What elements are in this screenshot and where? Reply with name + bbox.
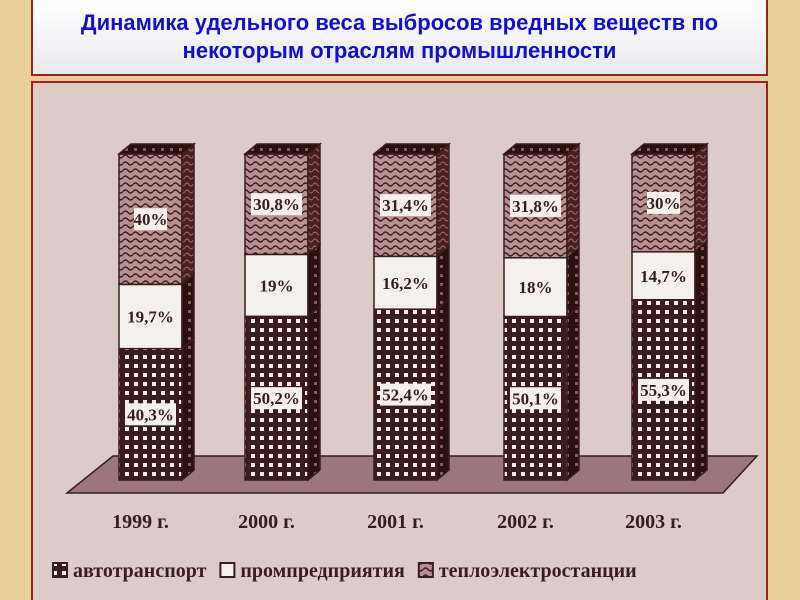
legend-swatch — [52, 562, 68, 578]
bar-side — [694, 142, 708, 254]
bar-side — [566, 142, 580, 260]
data-label: 40,3% — [127, 405, 174, 424]
legend-swatch — [219, 562, 236, 578]
data-label: 50,2% — [253, 389, 300, 408]
bar-side — [307, 304, 321, 482]
legend-label: промпредприятия — [240, 560, 405, 582]
bar-top — [371, 143, 452, 155]
bar-side — [307, 242, 321, 318]
data-label: 52,4% — [382, 386, 429, 405]
bar-side — [181, 337, 195, 482]
data-label: 31,4% — [382, 196, 429, 215]
data-label-bg — [510, 194, 561, 217]
slide-title: Динамика удельного веса выбросов вредных… — [80, 10, 719, 63]
legend-swatch — [417, 562, 434, 578]
data-label-bg — [638, 264, 689, 287]
data-label: 19% — [260, 276, 294, 295]
bar-side — [181, 272, 195, 351]
data-label: 16,2% — [382, 274, 429, 293]
stacked-bar-chart: 40,3% 19,7% 40% 1999 г. 50,2% 19% 30,8% 2000 г.… — [52, 142, 759, 582]
data-label-bg — [251, 193, 302, 216]
data-label-bg — [647, 191, 680, 214]
bar-side — [694, 288, 708, 482]
data-label-bg — [510, 387, 561, 410]
data-label-bg — [380, 271, 431, 294]
x-tick-label: 2001 г. — [367, 511, 424, 533]
data-label-bg — [638, 378, 689, 401]
data-label: 55,3% — [640, 381, 687, 400]
bar-side — [566, 304, 580, 482]
data-label-bg — [251, 387, 302, 410]
data-label: 14,7% — [640, 267, 687, 286]
data-label: 30,8% — [253, 195, 300, 214]
data-label: 30% — [647, 194, 681, 213]
bar-top — [242, 143, 323, 155]
x-tick-label: 2003 г. — [625, 511, 682, 533]
bar-side — [307, 142, 321, 257]
data-label: 19,7% — [127, 308, 174, 327]
data-label-bg — [125, 403, 176, 426]
data-label: 50,1% — [512, 389, 559, 408]
data-label-bg — [134, 208, 167, 231]
data-label-bg — [380, 194, 431, 217]
legend-label: автотранспорт — [73, 560, 207, 582]
chart-area: 40,3% 19,7% 40% 1999 г. 50,2% 19% 30,8% 2000 г.… — [31, 81, 768, 600]
data-label: 31,8% — [512, 197, 559, 216]
x-tick-label: 1999 г. — [112, 511, 169, 533]
bar-top — [116, 143, 197, 155]
bar-side — [436, 142, 450, 258]
x-tick-label: 2002 г. — [497, 511, 554, 533]
bar-side — [436, 297, 450, 482]
x-tick-label: 2000 г. — [238, 511, 295, 533]
bar-side — [181, 142, 195, 287]
legend-label: теплоэлектростанции — [439, 560, 637, 582]
data-label-bg — [380, 383, 431, 406]
bar-side — [566, 246, 580, 319]
data-label-bg — [125, 305, 176, 328]
data-label-bg — [519, 276, 552, 299]
data-label-bg — [260, 274, 293, 297]
bar-top — [629, 143, 710, 155]
data-label: 18% — [519, 278, 553, 297]
data-label: 40% — [134, 210, 168, 229]
bar-top — [501, 143, 582, 155]
legend: автотранспорт промпредприятия теплоэлектро… — [52, 560, 637, 582]
title-box: Динамика удельного веса выбросов вредных… — [31, 0, 768, 76]
